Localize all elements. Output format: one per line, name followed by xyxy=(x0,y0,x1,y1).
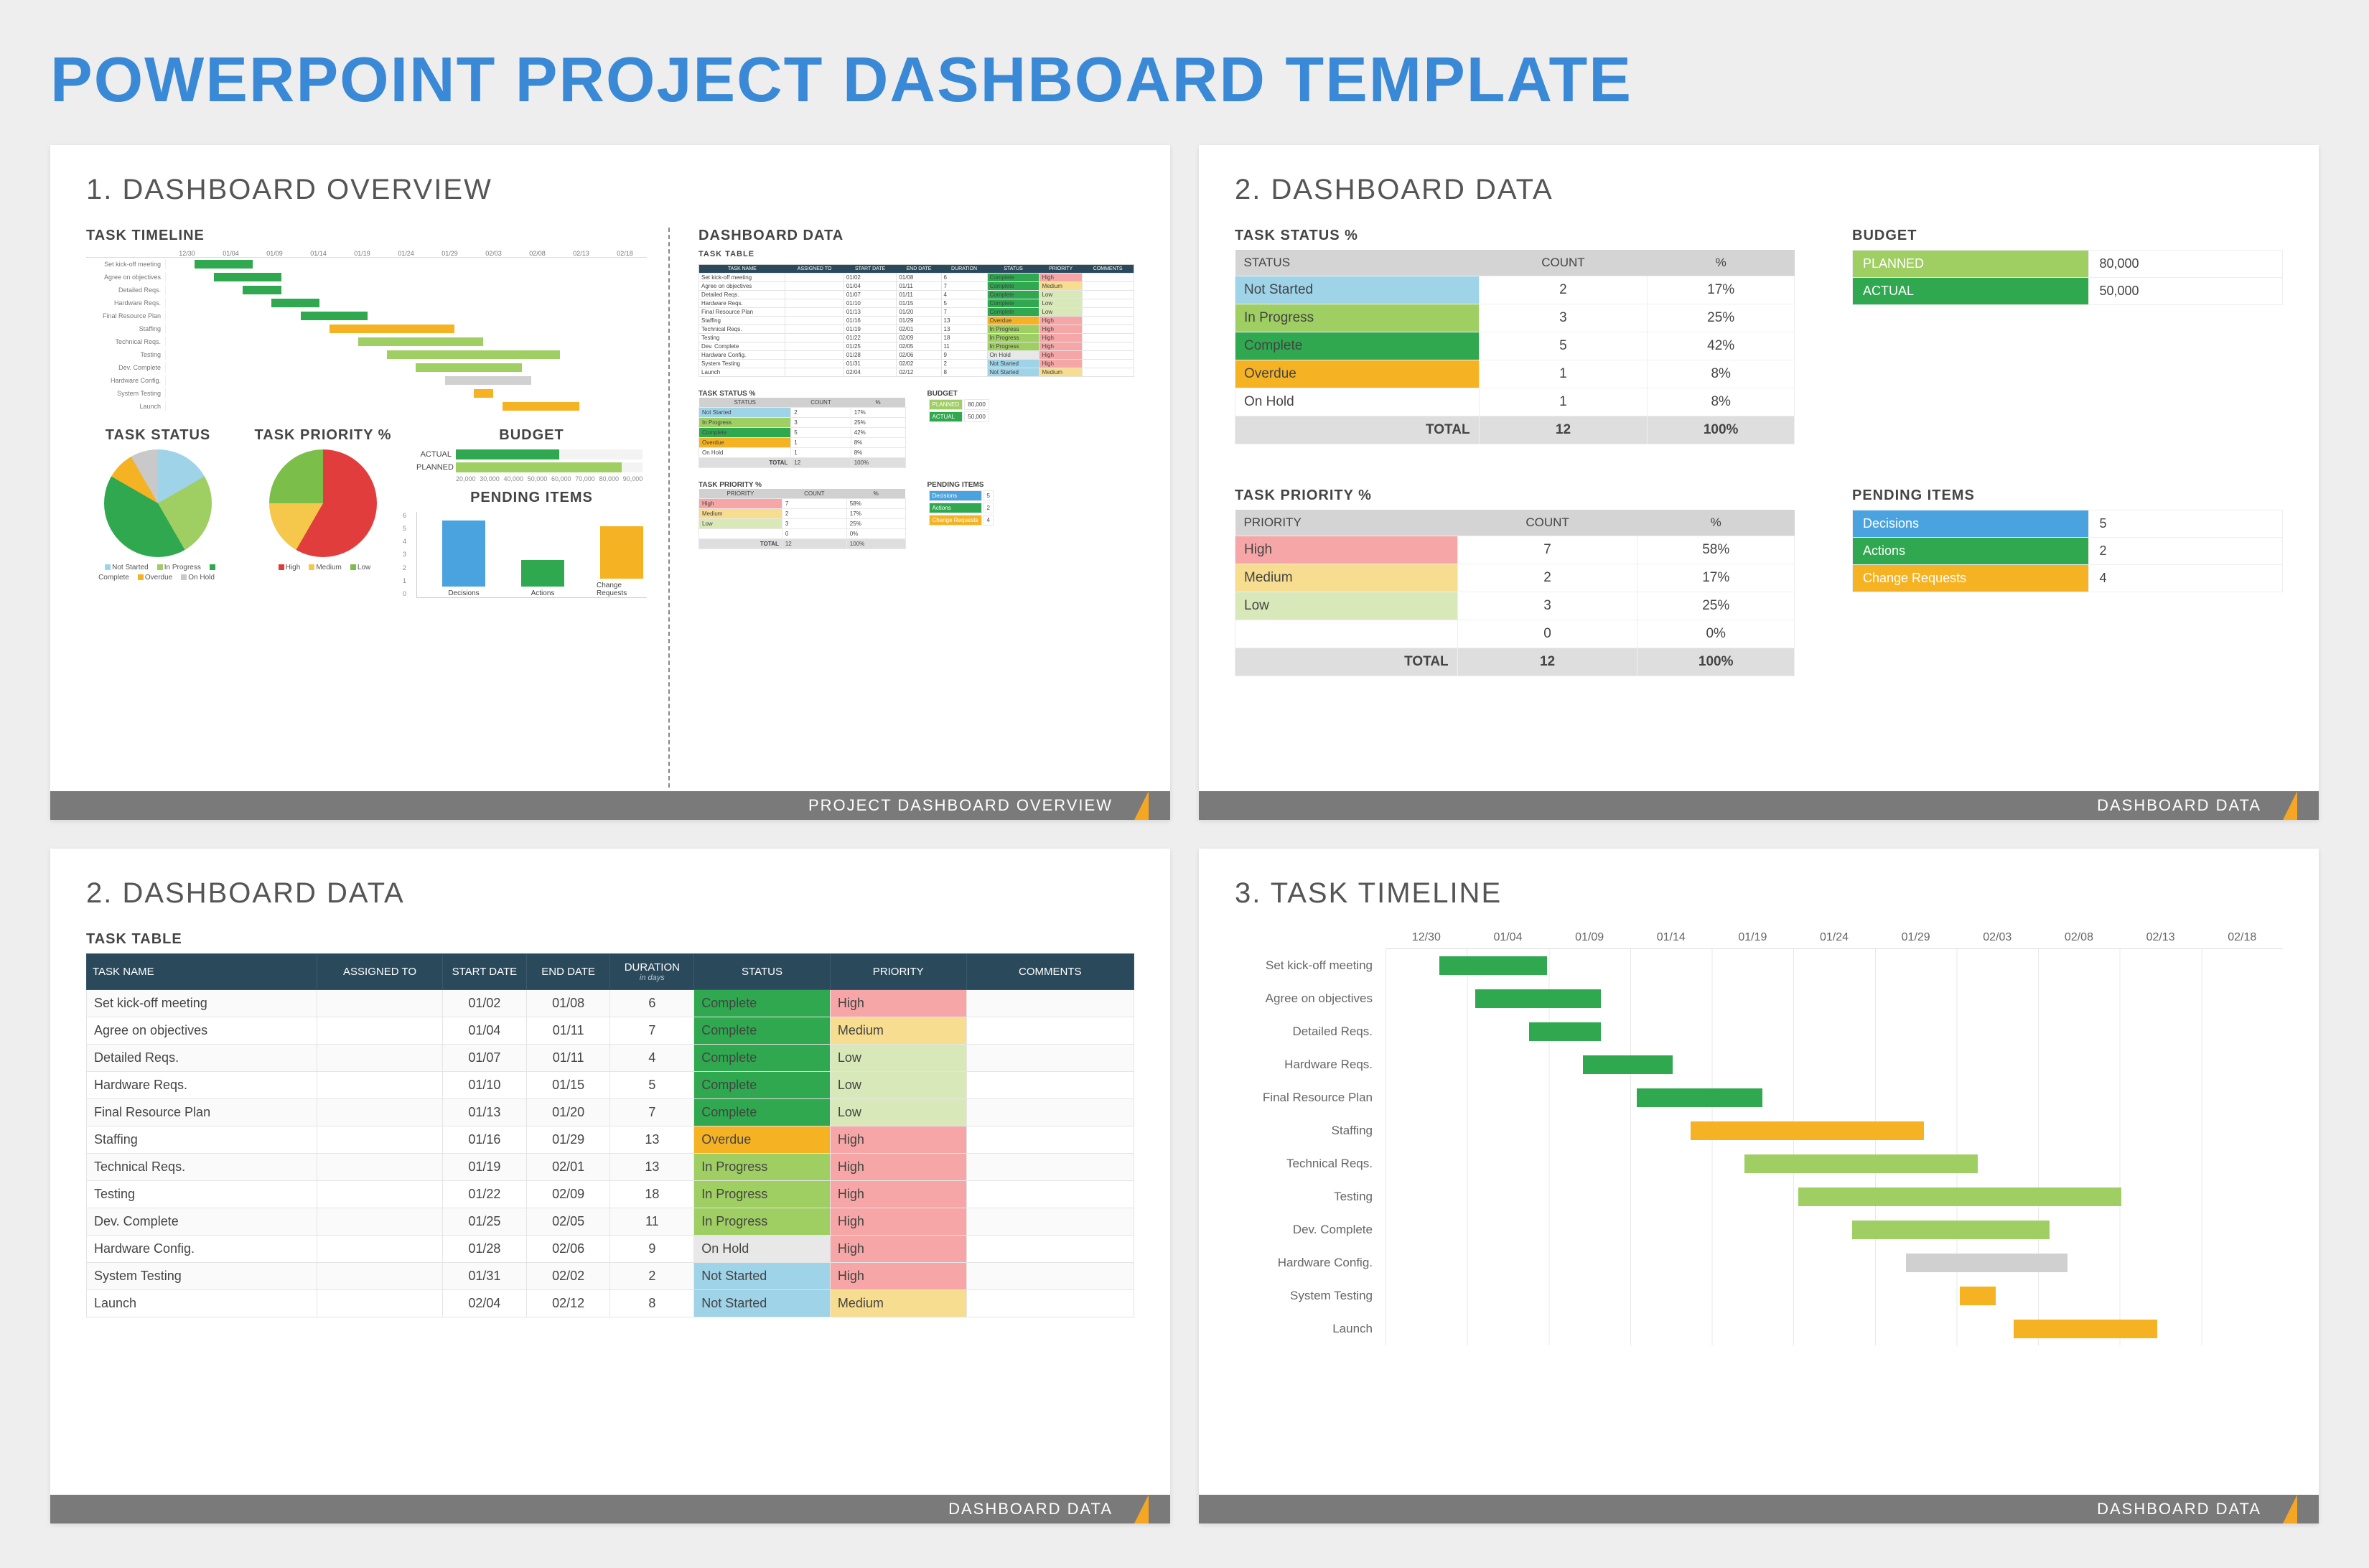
task-priority-pie: TASK PRIORITY % HighMediumLow xyxy=(251,427,395,598)
task-table-title: TASK TABLE xyxy=(86,931,1134,948)
budget-bar-chart: ACTUALPLANNED20,00030,00040,00050,00060,… xyxy=(416,449,647,482)
slide-title: 3. TASK TIMELINE xyxy=(1235,877,2283,910)
slide1-right-panel: DASHBOARD DATA TASK TABLE TASK NAMEASSIG… xyxy=(668,228,1134,788)
slides-grid: 1. DASHBOARD OVERVIEW TASK TIMELINE 12/3… xyxy=(50,145,2319,1523)
task-status-pct-title: TASK STATUS % xyxy=(1235,228,1795,244)
mini-budget-title: BUDGET xyxy=(927,390,1135,398)
task-status-table: STATUSCOUNT%Not Started217%In Progress32… xyxy=(1235,250,1795,444)
pie-legend: Not StartedIn ProgressCompleteOverdueOn … xyxy=(86,563,230,583)
budget-title: BUDGET xyxy=(1852,228,2283,244)
dashboard-data-title: DASHBOARD DATA xyxy=(698,228,1134,244)
slide-title: 1. DASHBOARD OVERVIEW xyxy=(86,174,1134,206)
mini-task-table-title: TASK TABLE xyxy=(698,250,1134,258)
footer-text: DASHBOARD DATA xyxy=(2097,796,2261,815)
pending-items-table: Decisions5Actions2Change Requests4 xyxy=(1852,510,2283,592)
mini-status-title: TASK STATUS % xyxy=(698,390,906,398)
task-priority-table: PRIORITYCOUNT%High758%Medium217%Low325%0… xyxy=(1235,510,1795,676)
task-status-block: TASK STATUS % STATUSCOUNT%Not Started217… xyxy=(1235,228,1795,444)
mini-gantt-chart: 12/3001/0401/0901/1401/1901/2401/2902/03… xyxy=(86,250,647,413)
slide-footer: PROJECT DASHBOARD OVERVIEW xyxy=(50,791,1170,820)
task-priority-pct-title: TASK PRIORITY % xyxy=(1235,487,1795,504)
footer-text: PROJECT DASHBOARD OVERVIEW xyxy=(808,796,1113,815)
footer-text: DASHBOARD DATA xyxy=(2097,1500,2261,1518)
pie-legend: HighMediumLow xyxy=(273,563,374,573)
slide-task-table: 2. DASHBOARD DATA TASK TABLE TASK NAMEAS… xyxy=(50,849,1170,1523)
mini-priority-table: PRIORITYCOUNT%High758%Medium217%Low325%0… xyxy=(698,489,906,549)
pending-items-title: PENDING ITEMS xyxy=(1852,487,2283,504)
slide-footer: DASHBOARD DATA xyxy=(50,1495,1170,1523)
mini-pending-title: PENDING ITEMS xyxy=(927,481,1135,489)
task-table: TASK NAMEASSIGNED TOSTART DATEEND DATEDU… xyxy=(86,953,1134,1317)
mini-budget-table: PLANNED80,000ACTUAL50,000 xyxy=(927,398,991,424)
budget-block: BUDGET PLANNED80,000ACTUAL50,000 xyxy=(1852,228,2283,444)
pending-title: PENDING ITEMS xyxy=(416,490,647,506)
task-status-title: TASK STATUS xyxy=(106,427,211,444)
pending-block: PENDING ITEMS Decisions5Actions2Change R… xyxy=(1852,487,2283,676)
task-priority-title: TASK PRIORITY % xyxy=(255,427,392,444)
slide1-left-panel: TASK TIMELINE 12/3001/0401/0901/1401/190… xyxy=(86,228,647,788)
gantt-chart: 12/3001/0401/0901/1401/1901/2401/2902/03… xyxy=(1235,931,2283,1345)
slide-title: 2. DASHBOARD DATA xyxy=(1235,174,2283,206)
task-status-pie: TASK STATUS Not StartedIn ProgressComple… xyxy=(86,427,230,598)
mini-pending-table: Decisions5Actions2Change Requests4 xyxy=(927,489,996,527)
slide-footer: DASHBOARD DATA xyxy=(1199,791,2319,820)
budget-section: BUDGET ACTUALPLANNED20,00030,00040,00050… xyxy=(416,427,647,598)
pie-chart xyxy=(104,449,212,557)
task-priority-block: TASK PRIORITY % PRIORITYCOUNT%High758%Me… xyxy=(1235,487,1795,676)
mini-task-table: TASK NAMEASSIGNED TOSTART DATEEND DATEDU… xyxy=(698,264,1134,377)
slide-title: 2. DASHBOARD DATA xyxy=(86,877,1134,910)
pie-chart xyxy=(269,449,377,557)
mini-priority-title: TASK PRIORITY % xyxy=(698,481,906,489)
budget-title: BUDGET xyxy=(416,427,647,444)
slide-footer: DASHBOARD DATA xyxy=(1199,1495,2319,1523)
pending-section: PENDING ITEMS 6543210 DecisionsActionsCh… xyxy=(416,490,647,598)
slide-dashboard-data: 2. DASHBOARD DATA TASK STATUS % STATUSCO… xyxy=(1199,145,2319,820)
mini-status-table: STATUSCOUNT%Not Started217%In Progress32… xyxy=(698,398,906,468)
footer-text: DASHBOARD DATA xyxy=(948,1500,1113,1518)
pending-bar-chart: 6543210 DecisionsActionsChange Requests xyxy=(416,512,647,598)
page-title: POWERPOINT PROJECT DASHBOARD TEMPLATE xyxy=(50,43,2319,116)
budget-table: PLANNED80,000ACTUAL50,000 xyxy=(1852,250,2283,305)
slide-task-timeline: 3. TASK TIMELINE 12/3001/0401/0901/1401/… xyxy=(1199,849,2319,1523)
task-timeline-title: TASK TIMELINE xyxy=(86,228,647,244)
slide-overview: 1. DASHBOARD OVERVIEW TASK TIMELINE 12/3… xyxy=(50,145,1170,820)
